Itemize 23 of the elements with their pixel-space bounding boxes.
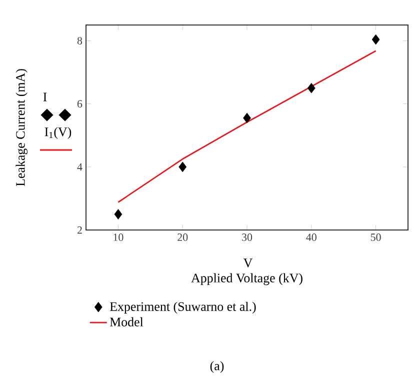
- x-axis-title: Applied Voltage (kV): [191, 273, 302, 286]
- x-tick-label: 50: [370, 234, 381, 241]
- legend-label: Model: [110, 317, 144, 326]
- legend-label: Experiment (Suwarno et al.): [110, 302, 256, 314]
- line-series: [118, 50, 376, 203]
- x-tick-label: 20: [178, 234, 188, 241]
- point: [114, 209, 122, 220]
- text: (a): [210, 361, 224, 373]
- point: [243, 112, 251, 124]
- x-tick-label: 30: [242, 234, 252, 241]
- y-tick-label: 2: [77, 226, 82, 234]
- text: V: [243, 258, 253, 268]
- x-tick-label: 10: [114, 234, 124, 241]
- y-tick-label: 8: [77, 37, 82, 44]
- text: I: [43, 92, 47, 102]
- y-axis-title: Leakage Current (mA): [16, 69, 28, 186]
- y-tick-label: 6: [77, 100, 82, 108]
- y-tick-label: 4: [77, 163, 82, 171]
- point: [372, 34, 380, 45]
- x-tick-label: 40: [306, 234, 316, 241]
- point: [178, 162, 187, 172]
- text: I$_{1}$(V): [44, 127, 72, 139]
- point: [307, 82, 316, 94]
